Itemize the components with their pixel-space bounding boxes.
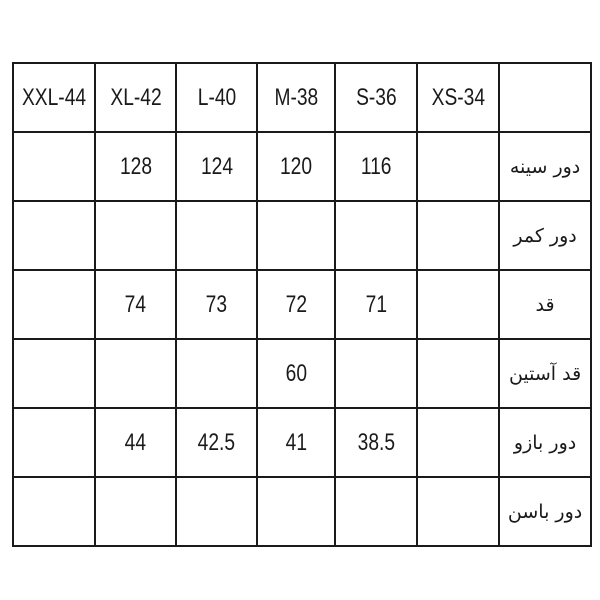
value-cell: 116: [334, 131, 419, 202]
value-cell: 38.5: [334, 407, 419, 478]
value-cell: [94, 338, 178, 409]
value-cell: 74: [94, 269, 178, 340]
value-cell: [416, 200, 501, 271]
size-header-label: XL-42: [109, 83, 162, 111]
value-cell: 73: [175, 269, 259, 340]
table-row-hip: دور باسن: [11, 476, 593, 547]
size-header-s-36: S-36: [334, 62, 419, 133]
value-cell: [416, 131, 501, 202]
value-cell: 120: [256, 131, 337, 202]
row-label-waist: دور کمر: [498, 200, 593, 271]
value-cell: [256, 200, 337, 271]
value-cell: [334, 200, 419, 271]
value-text: 44: [124, 428, 147, 456]
value-cell: [175, 200, 259, 271]
value-text: 116: [360, 152, 392, 180]
value-text: 38.5: [357, 428, 395, 456]
value-cell: [256, 476, 337, 547]
size-header-label: S-36: [355, 83, 397, 111]
value-cell: [334, 338, 419, 409]
value-cell: [175, 476, 259, 547]
value-text: 42.5: [197, 428, 236, 456]
value-cell: [416, 338, 501, 409]
value-cell: [11, 131, 97, 202]
value-cell: [416, 407, 501, 478]
header-row: XXL-44 XL-42 L-40 M-38 S-36 XS-34: [11, 62, 593, 133]
value-cell: [11, 407, 97, 478]
value-cell: 42.5: [175, 407, 259, 478]
value-text: 60: [285, 359, 307, 387]
value-cell: [416, 476, 501, 547]
size-header-label: XS-34: [431, 83, 485, 111]
row-label-hip: دور باسن: [498, 476, 593, 547]
value-cell: 128: [94, 131, 178, 202]
value-text: 71: [365, 290, 387, 318]
row-label-chest: دور سینه: [498, 131, 593, 202]
table-row-sleeve-length: 60 قد آستین: [11, 338, 593, 409]
table-row-chest: 128 124 120 116 دور سینه: [11, 131, 593, 202]
value-cell: [11, 338, 97, 409]
value-text: 124: [200, 152, 233, 180]
value-cell: [416, 269, 501, 340]
row-label-sleeve-length: قد آستین: [498, 338, 593, 409]
value-cell: 41: [256, 407, 337, 478]
size-header-label: XXL-44: [22, 83, 87, 111]
value-cell: [94, 200, 178, 271]
table-row-arm: 44 42.5 41 38.5 دور بازو: [11, 407, 593, 478]
value-text: 128: [119, 152, 152, 180]
size-header-xs-34: XS-34: [416, 62, 501, 133]
size-chart-container: XXL-44 XL-42 L-40 M-38 S-36 XS-34 128 12…: [11, 62, 593, 547]
value-cell: 60: [256, 338, 337, 409]
value-cell: [94, 476, 178, 547]
value-cell: [175, 338, 259, 409]
value-text: 74: [124, 290, 147, 318]
header-label-column-cell: [498, 62, 593, 133]
size-header-label: L-40: [197, 83, 236, 111]
value-text: 73: [205, 290, 228, 318]
value-text: 41: [285, 428, 307, 456]
table-row-height: 74 73 72 71 قد: [11, 269, 593, 340]
size-header-m-38: M-38: [256, 62, 337, 133]
value-text: 120: [280, 152, 313, 180]
value-cell: 44: [94, 407, 178, 478]
value-text: 72: [285, 290, 307, 318]
value-cell: [11, 269, 97, 340]
value-cell: 124: [175, 131, 259, 202]
value-cell: [334, 476, 419, 547]
size-header-xxl-44: XXL-44: [11, 62, 97, 133]
row-label-height: قد: [498, 269, 593, 340]
size-header-xl-42: XL-42: [94, 62, 178, 133]
row-label-arm: دور بازو: [498, 407, 593, 478]
value-cell: [11, 476, 97, 547]
size-chart-table: XXL-44 XL-42 L-40 M-38 S-36 XS-34 128 12…: [11, 62, 593, 547]
value-cell: [11, 200, 97, 271]
size-header-label: M-38: [274, 83, 318, 111]
table-row-waist: دور کمر: [11, 200, 593, 271]
value-cell: 72: [256, 269, 337, 340]
size-header-l-40: L-40: [175, 62, 259, 133]
value-cell: 71: [334, 269, 419, 340]
